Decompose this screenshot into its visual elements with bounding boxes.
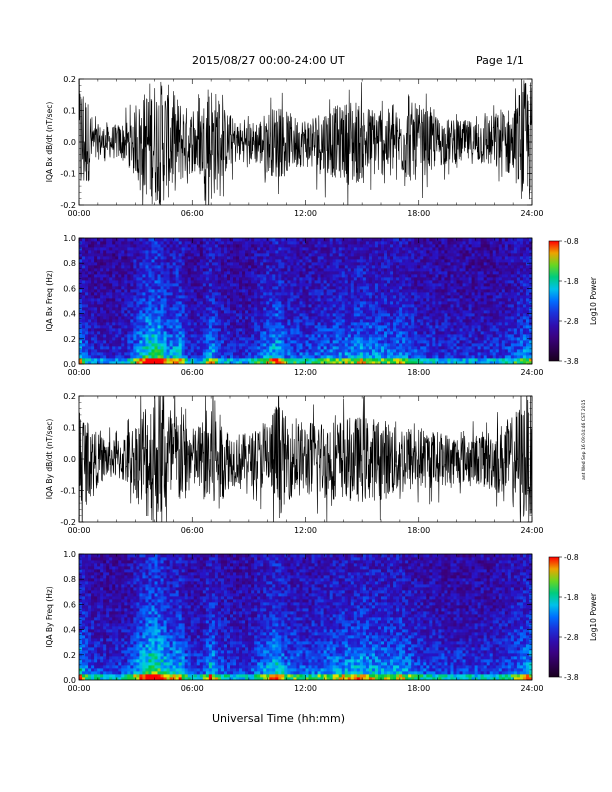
- generation-stamp-text: ant Wed Sep 16 09:04:46 CST 2015: [582, 399, 587, 480]
- panel-1-y-tick-label: -0.2: [60, 201, 76, 210]
- panel-1-y-axis-title: IQA Bx dB/dt (nT/sec): [45, 102, 54, 183]
- panel-1-y-tick-label: 0.1: [63, 107, 76, 116]
- generation-stamp: ant Wed Sep 16 09:04:46 CST 2015: [582, 360, 592, 480]
- panel-1-y-tick-label: 0.2: [63, 75, 76, 84]
- panel-1-x-tick-label: 24:00: [520, 209, 543, 218]
- panel-1-x-tick-label: 06:00: [181, 209, 204, 218]
- panel-1-x-tick-label: 18:00: [407, 209, 430, 218]
- panel-1-x-tick-label: 12:00: [294, 209, 317, 218]
- panel-1-y-tick-label: -0.1: [60, 170, 76, 179]
- x-axis-title: Universal Time (hh:mm): [212, 712, 345, 725]
- panel-1-y-tick-label: 0.0: [63, 138, 76, 147]
- panel-1-x-tick-label: 00:00: [67, 209, 90, 218]
